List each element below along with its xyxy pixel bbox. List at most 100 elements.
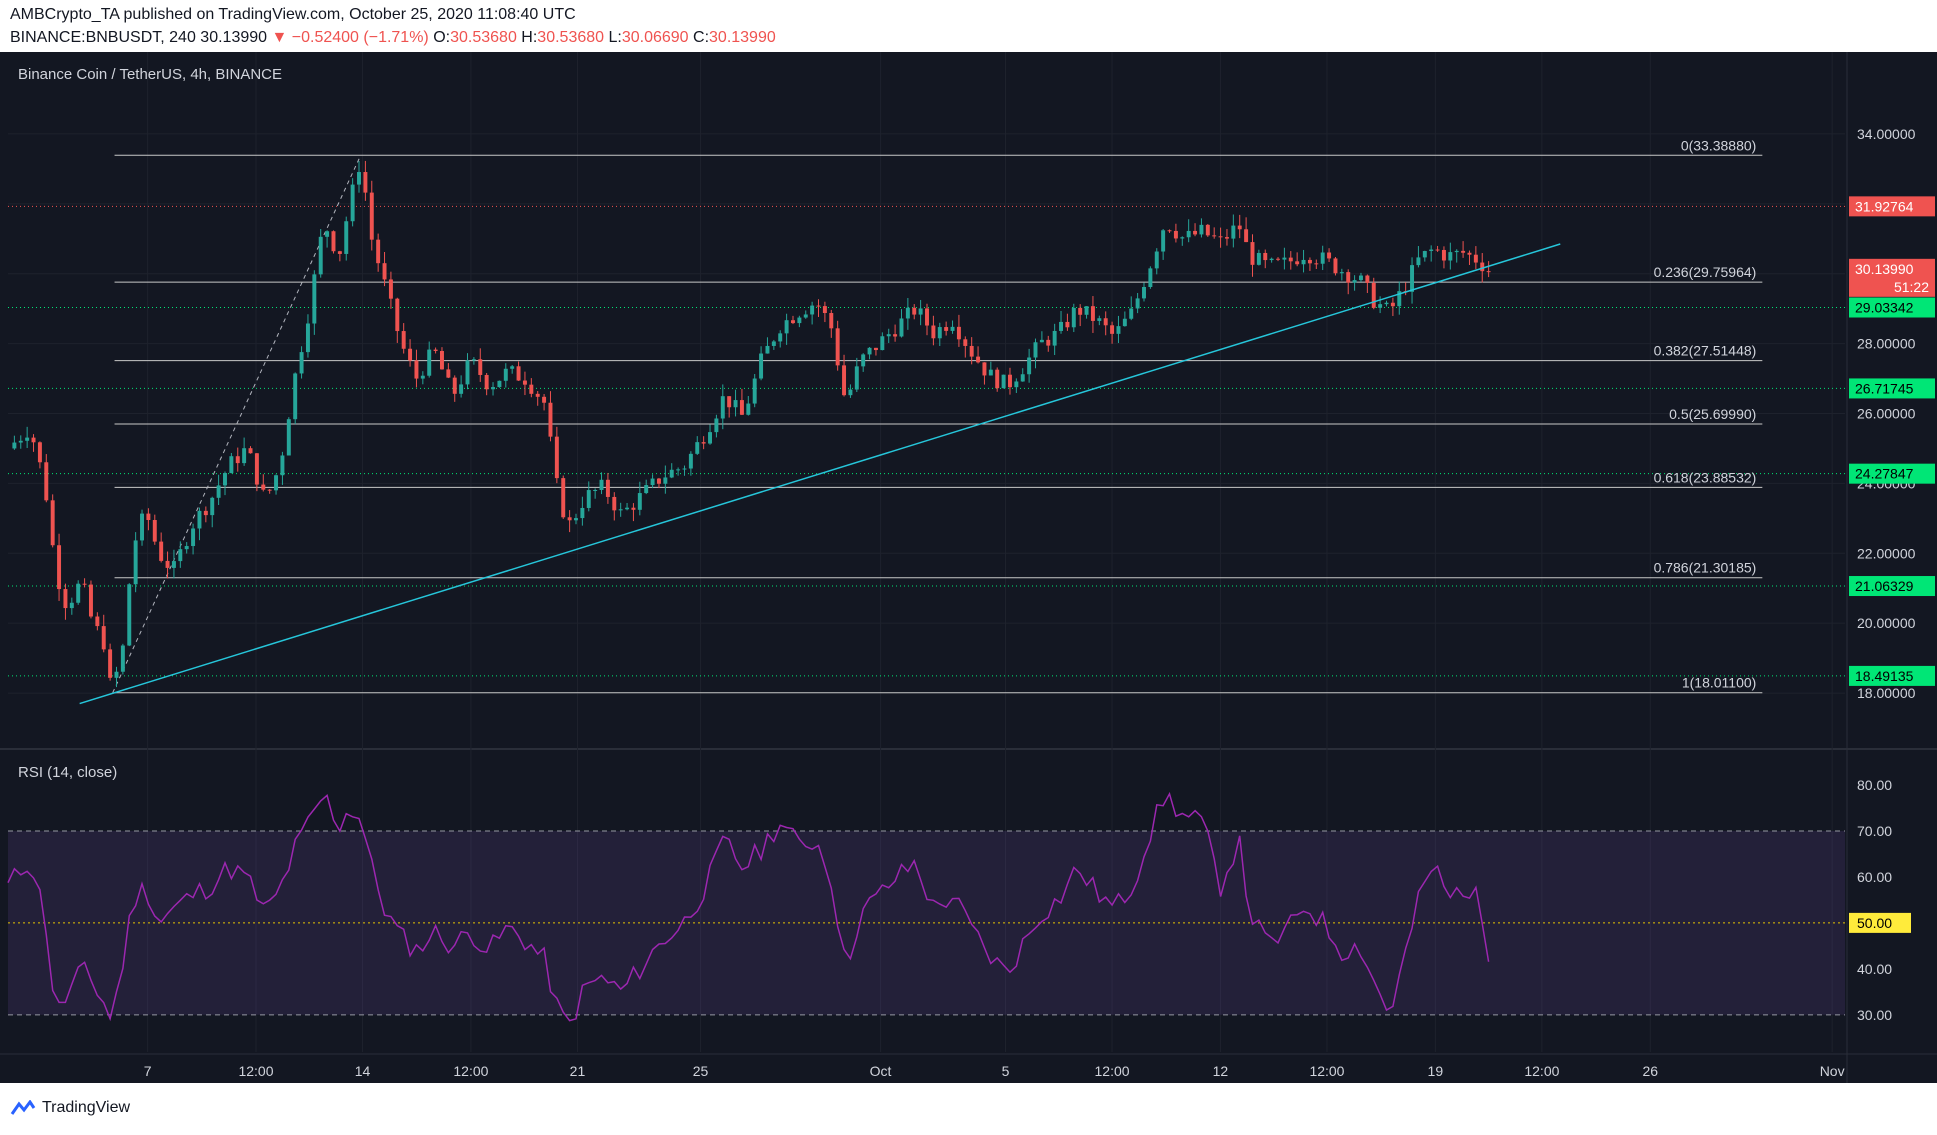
candle-up bbox=[1129, 308, 1134, 319]
candle-up bbox=[676, 469, 681, 471]
candle-up bbox=[708, 432, 712, 444]
candle-up bbox=[682, 468, 687, 470]
candle-down bbox=[146, 513, 151, 521]
down-arrow-icon: ▼ bbox=[271, 29, 292, 46]
rsi-middle-tag-label: 50.00 bbox=[1857, 915, 1892, 931]
candle-up bbox=[1410, 265, 1415, 292]
candle-down bbox=[548, 402, 553, 437]
candle-down bbox=[529, 384, 534, 394]
time-tick-label: 12:00 bbox=[1309, 1063, 1344, 1079]
candle-down bbox=[267, 489, 272, 491]
close-label: C: bbox=[693, 29, 710, 46]
price-chart[interactable]: 0(33.38880) 0.236(29.75964) 0.382(27.51448… bbox=[0, 52, 1937, 1083]
candle-up bbox=[1378, 304, 1383, 308]
ohlc-line: BINANCE:BNBUSDT, 240 30.13990 ▼ −0.52400… bbox=[10, 29, 776, 47]
candle-down bbox=[1212, 235, 1217, 237]
candle-up bbox=[184, 546, 189, 550]
candle-up bbox=[988, 369, 993, 376]
candle-up bbox=[1180, 237, 1185, 239]
candle-down bbox=[395, 298, 400, 332]
rsi-tick-label: 70.00 bbox=[1857, 823, 1892, 839]
time-tick-label: 26 bbox=[1642, 1063, 1658, 1079]
candle-down bbox=[1224, 237, 1229, 239]
price-tick-label: 26.00000 bbox=[1857, 406, 1916, 422]
candle-up bbox=[178, 549, 183, 562]
candle-up bbox=[784, 320, 789, 334]
candle-up bbox=[918, 308, 923, 315]
time-tick-label: 14 bbox=[355, 1063, 371, 1079]
time-tick-label: Oct bbox=[870, 1063, 892, 1079]
candle-up bbox=[286, 419, 291, 456]
candle-up bbox=[491, 387, 496, 390]
last-price-tag bbox=[1849, 258, 1935, 297]
price-pane-bg bbox=[0, 52, 1937, 748]
pane-title: Binance Coin / TetherUS, 4h, BINANCE bbox=[18, 66, 283, 83]
candle-up bbox=[580, 507, 585, 519]
candle-down bbox=[567, 517, 572, 521]
high-value: 30.53680 bbox=[537, 29, 605, 46]
candle-up bbox=[1033, 342, 1038, 358]
candle-up bbox=[854, 366, 859, 390]
candle-down bbox=[727, 396, 732, 408]
candle-down bbox=[1371, 282, 1376, 308]
rsi-tick-label: 80.00 bbox=[1857, 777, 1892, 793]
fib-level-label: 0(33.38880) bbox=[1681, 137, 1757, 153]
candle-up bbox=[1352, 280, 1357, 283]
candle-up bbox=[733, 400, 738, 408]
candle-up bbox=[1135, 298, 1140, 309]
candle-up bbox=[1282, 257, 1287, 260]
candle-up bbox=[1359, 275, 1363, 281]
time-tick-label: 5 bbox=[1002, 1063, 1010, 1079]
candle-down bbox=[50, 500, 55, 546]
fib-level-label: 0.5(25.69990) bbox=[1669, 406, 1756, 422]
candle-down bbox=[791, 320, 795, 324]
candle-down bbox=[1007, 374, 1012, 388]
tradingview-icon bbox=[10, 1100, 36, 1115]
candle-up bbox=[1199, 224, 1204, 235]
candle-down bbox=[535, 393, 540, 397]
candle-up bbox=[1384, 302, 1389, 305]
candle-up bbox=[497, 380, 502, 388]
candle-up bbox=[1231, 225, 1236, 239]
last-price-label: 30.13990 bbox=[1855, 261, 1914, 277]
candle-up bbox=[1301, 259, 1306, 265]
level-tag bbox=[1849, 576, 1935, 597]
candle-down bbox=[925, 308, 929, 326]
candle-down bbox=[369, 192, 374, 240]
candle-up bbox=[880, 336, 885, 351]
publish-header: AMBCrypto_TA published on TradingView.co… bbox=[0, 0, 1937, 52]
level-tag bbox=[1849, 196, 1935, 217]
candle-up bbox=[280, 455, 285, 476]
close-value: 30.13990 bbox=[709, 29, 776, 46]
candle-down bbox=[931, 325, 936, 339]
rsi-pane-bg bbox=[0, 750, 1937, 1052]
candle-down bbox=[835, 328, 840, 366]
candle-down bbox=[1441, 249, 1446, 261]
open-value: 30.53680 bbox=[450, 29, 517, 46]
level-tag-label: 29.03342 bbox=[1855, 299, 1914, 315]
candle-down bbox=[561, 478, 566, 518]
candle-down bbox=[995, 369, 1000, 389]
candle-up bbox=[803, 314, 808, 318]
last-price-value: 30.13990 bbox=[200, 29, 268, 46]
candle-up bbox=[1052, 330, 1057, 346]
candle-up bbox=[1339, 272, 1344, 274]
candle-up bbox=[357, 172, 361, 185]
fib-level-label: 0.236(29.75964) bbox=[1654, 264, 1757, 280]
candle-up bbox=[1027, 357, 1032, 375]
candle-up bbox=[905, 307, 910, 319]
candle-down bbox=[1110, 325, 1115, 334]
candle-up bbox=[293, 373, 298, 420]
candle-down bbox=[982, 362, 987, 376]
level-tag bbox=[1849, 665, 1935, 686]
candle-up bbox=[720, 396, 725, 419]
candle-down bbox=[1365, 275, 1370, 283]
candle-down bbox=[261, 484, 266, 490]
high-label: H: bbox=[521, 29, 538, 46]
candle-up bbox=[69, 602, 74, 609]
candle-down bbox=[1205, 224, 1210, 236]
price-tick-label: 18.00000 bbox=[1857, 685, 1916, 701]
tradingview-logo[interactable]: TradingView bbox=[10, 1099, 130, 1117]
candle-up bbox=[1039, 339, 1044, 343]
time-tick-label: 19 bbox=[1428, 1063, 1444, 1079]
